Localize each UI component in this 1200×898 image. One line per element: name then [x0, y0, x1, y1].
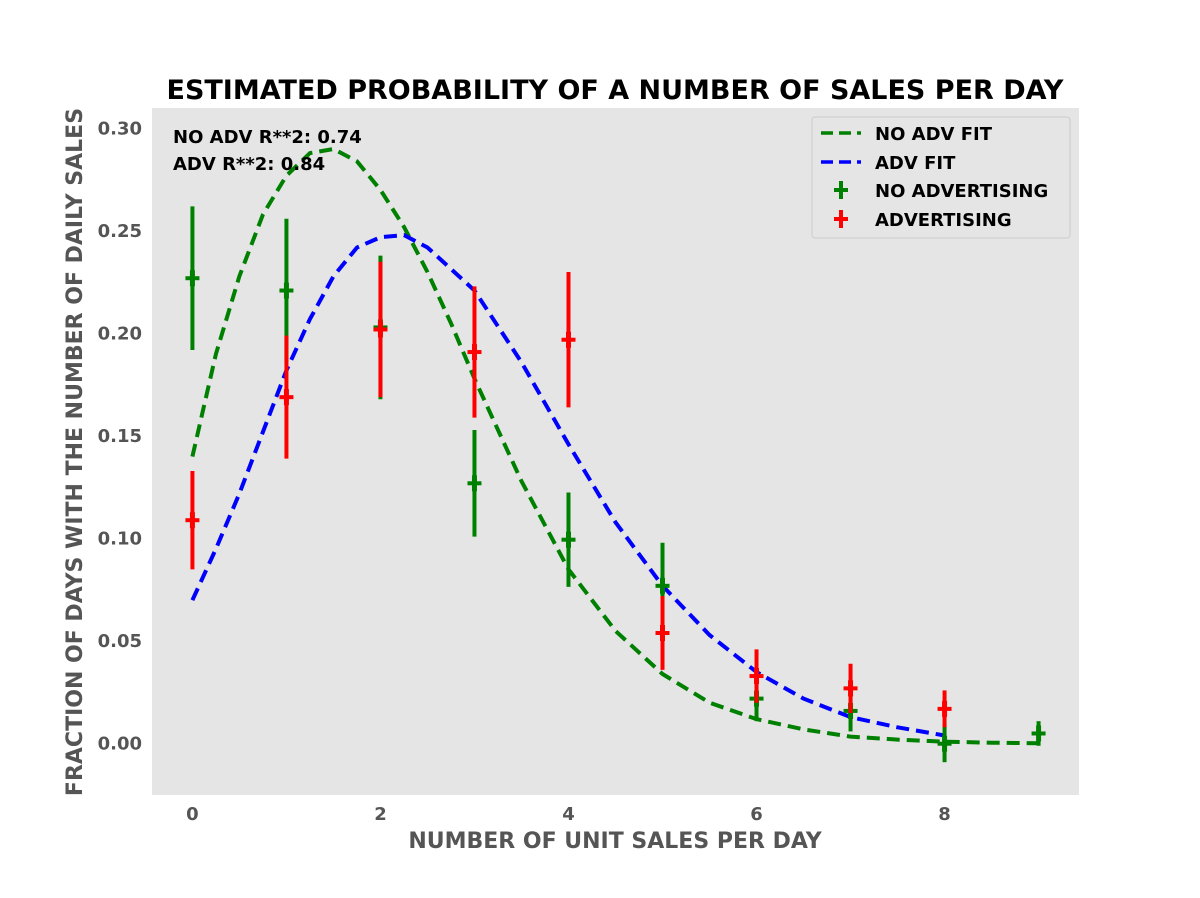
data-point-no-advertising — [185, 206, 200, 350]
y-tick-label: 0.20 — [98, 324, 142, 345]
data-point-no-advertising — [937, 725, 952, 763]
data-point-advertising — [749, 649, 764, 703]
data-point-advertising — [279, 335, 294, 459]
x-axis-label: NUMBER OF UNIT SALES PER DAY — [408, 829, 822, 854]
data-point-advertising — [937, 690, 952, 728]
y-tick-label: 0.00 — [98, 734, 142, 755]
data-point-no-advertising — [1031, 721, 1046, 746]
y-tick-label: 0.10 — [98, 529, 142, 550]
x-tick-label: 2 — [374, 804, 387, 825]
chart-title: ESTIMATED PROBABILITY OF A NUMBER OF SAL… — [167, 75, 1064, 106]
y-tick-label: 0.15 — [98, 426, 142, 447]
data-point-advertising — [185, 470, 200, 570]
legend-swatch-advertising — [834, 210, 848, 228]
x-tick-label: 4 — [562, 804, 575, 825]
data-point-no-advertising — [467, 429, 482, 537]
legend-label-no-advertising: NO ADVERTISING — [875, 181, 1048, 202]
y-tick-label: 0.05 — [98, 631, 142, 652]
legend-label-no-adv-fit: NO ADV FIT — [875, 124, 993, 145]
data-point-advertising — [373, 261, 388, 398]
y-tick-label: 0.30 — [98, 119, 142, 140]
annotation-no-adv-r2: NO ADV R**2: 0.74 — [173, 127, 362, 148]
y-axis-label: FRACTION OF DAYS WITH THE NUMBER OF DAIL… — [63, 108, 88, 796]
x-tick-label: 8 — [938, 804, 951, 825]
data-point-advertising — [561, 272, 576, 408]
y-tick-label: 0.25 — [98, 221, 142, 242]
data-point-advertising — [843, 663, 858, 713]
legend-label-adv-fit: ADV FIT — [875, 153, 956, 174]
data-point-advertising — [467, 286, 482, 418]
legend: NO ADV FIT ADV FIT NO ADVERTISING ADVERT… — [811, 116, 1071, 239]
data-point-no-advertising — [561, 492, 576, 587]
legend-swatch-no-advertising — [834, 181, 848, 199]
legend-label-advertising: ADVERTISING — [875, 210, 1012, 231]
annotation-adv-r2: ADV R**2: 0.84 — [173, 154, 325, 175]
legend-box — [811, 116, 1071, 239]
x-tick-label: 6 — [750, 804, 763, 825]
data-point-advertising — [655, 596, 670, 670]
x-tick-label: 0 — [186, 804, 199, 825]
